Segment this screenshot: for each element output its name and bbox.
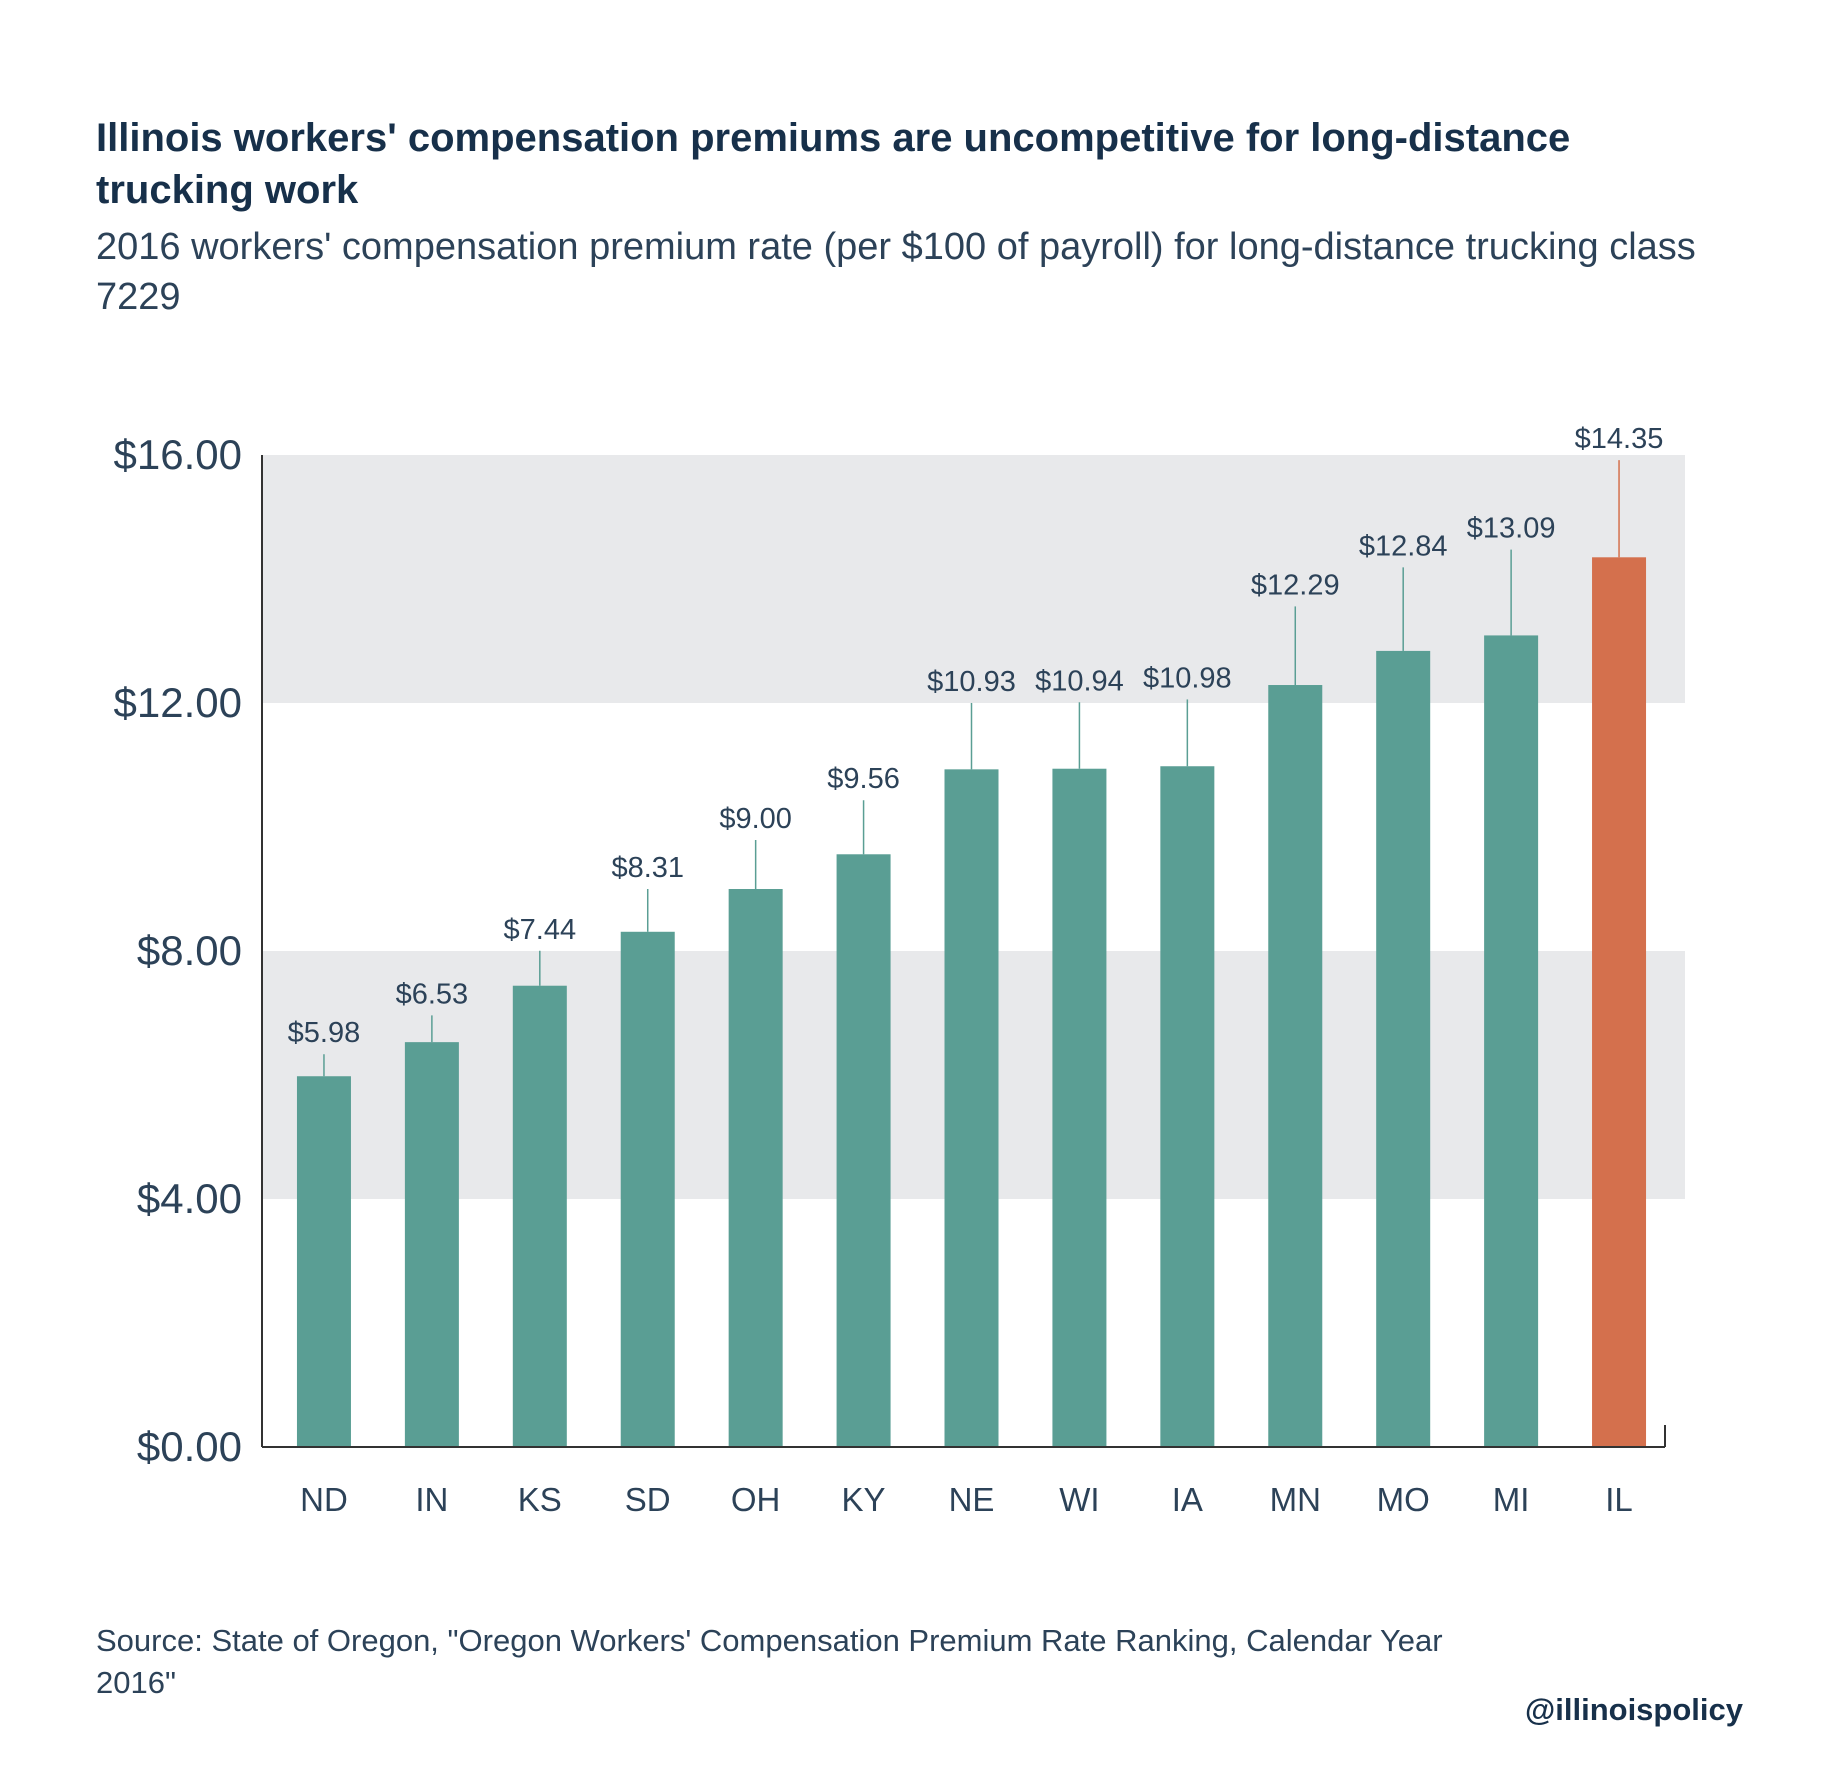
data-label-wi: $10.94 <box>1035 665 1124 697</box>
bar-wi <box>1052 768 1107 1447</box>
data-label-oh: $9.00 <box>719 803 792 835</box>
x-tick-oh: OH <box>731 1481 781 1518</box>
bar-mo <box>1376 650 1431 1447</box>
bar-oh <box>728 889 783 1447</box>
x-tick-ia: IA <box>1172 1481 1203 1518</box>
grid-band-1 <box>262 455 1685 703</box>
chart-subtitle: 2016 workers' compensation premium rate … <box>96 226 1696 318</box>
y-tick-3: $12.00 <box>114 679 242 726</box>
data-label-in: $6.53 <box>396 978 469 1010</box>
data-label-il: $14.35 <box>1575 423 1664 455</box>
x-tick-ks: KS <box>518 1481 562 1518</box>
x-tick-labels: ND IN KS SD OH KY NE WI IA MN MO MI IL <box>300 1481 1633 1518</box>
chart-title: Illinois workers' compensation premiums … <box>96 116 1571 212</box>
x-tick-ne: NE <box>949 1481 995 1518</box>
x-tick-nd: ND <box>300 1481 348 1518</box>
x-tick-in: IN <box>415 1481 448 1518</box>
bar-chart: $5.98 $6.53 $7.44 $8.31 $9.00 $9.56 $10.93 $10.… <box>114 423 1685 1518</box>
x-tick-ky: KY <box>842 1481 886 1518</box>
data-label-ia: $10.98 <box>1143 662 1232 694</box>
x-tick-mn: MN <box>1270 1481 1321 1518</box>
y-tick-0: $0.00 <box>137 1423 242 1470</box>
data-label-nd: $5.98 <box>288 1017 361 1049</box>
bar-ky <box>836 854 891 1447</box>
axes <box>261 455 1666 1448</box>
x-tick-il: IL <box>1605 1481 1633 1518</box>
bar-mn <box>1268 685 1323 1447</box>
bar-ne <box>944 769 999 1447</box>
data-label-ks: $7.44 <box>504 914 577 946</box>
bar-ia <box>1160 766 1215 1447</box>
data-labels: $5.98 $6.53 $7.44 $8.31 $9.00 $9.56 $10.93 $10.… <box>288 423 1664 1049</box>
data-label-ky: $9.56 <box>827 763 900 795</box>
y-tick-2: $8.00 <box>137 927 242 974</box>
bar-ks <box>512 985 567 1447</box>
bar-in <box>404 1042 459 1447</box>
bar-nd <box>296 1076 351 1447</box>
y-tick-4: $16.00 <box>114 431 242 478</box>
bar-il <box>1592 557 1647 1447</box>
x-tick-wi: WI <box>1059 1481 1099 1518</box>
bar-mi <box>1484 635 1539 1447</box>
data-label-mi: $13.09 <box>1467 513 1556 545</box>
source-note: Source: State of Oregon, "Oregon Workers… <box>96 1623 1443 1700</box>
bars <box>296 557 1647 1447</box>
bar-sd <box>620 931 675 1447</box>
label-leaders <box>323 460 1620 1077</box>
data-label-mn: $12.29 <box>1251 569 1340 601</box>
data-label-ne: $10.93 <box>927 666 1016 698</box>
x-tick-mo: MO <box>1377 1481 1430 1518</box>
twitter-handle[interactable]: @illinoispolicy <box>1525 1692 1743 1727</box>
y-tick-labels: $0.00 $4.00 $8.00 $12.00 $16.00 <box>114 431 242 1470</box>
x-tick-sd: SD <box>625 1481 671 1518</box>
data-label-mo: $12.84 <box>1359 530 1448 562</box>
data-label-sd: $8.31 <box>611 852 684 884</box>
y-tick-1: $4.00 <box>137 1175 242 1222</box>
x-tick-mi: MI <box>1493 1481 1530 1518</box>
